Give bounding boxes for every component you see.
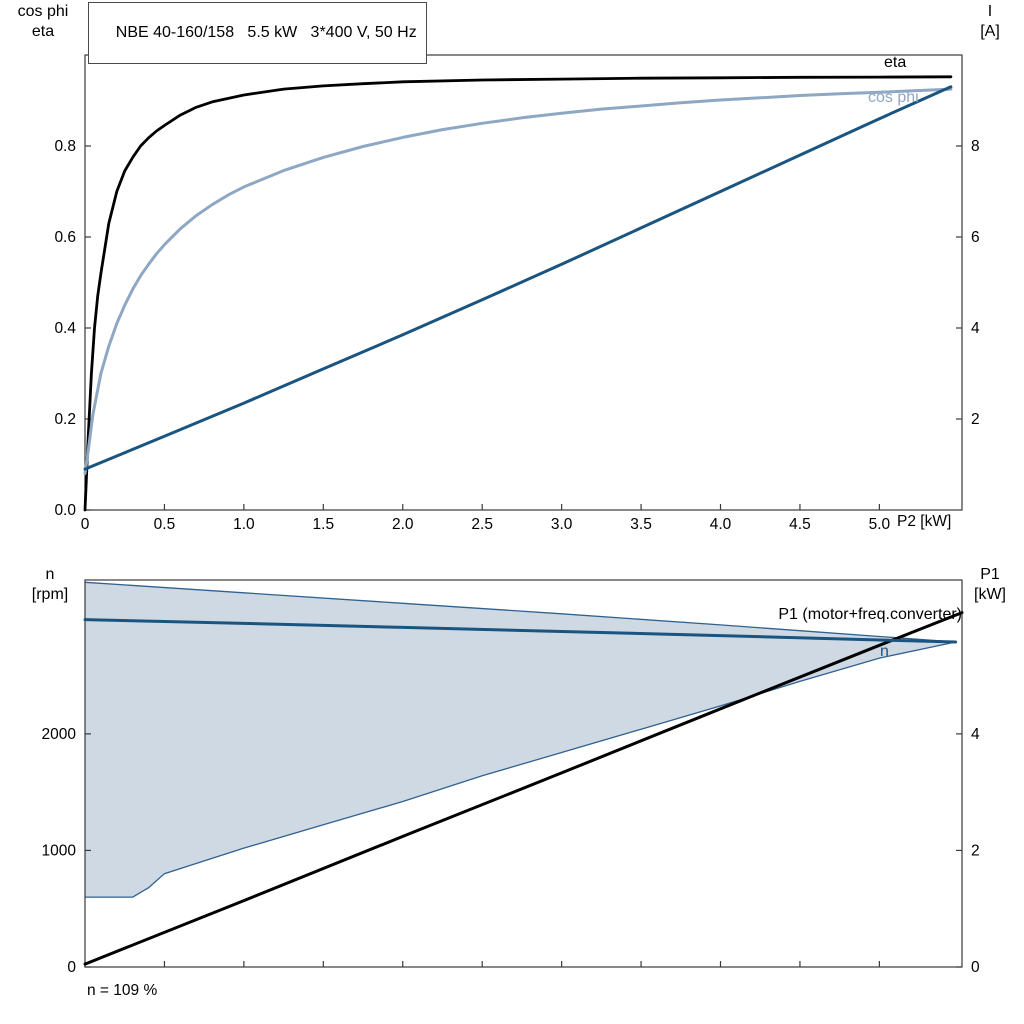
x-tick-label: 4.0 [710, 516, 732, 533]
axis-title-line: [rpm] [31, 586, 69, 603]
x-tick-label: 0 [81, 516, 90, 533]
left-tick-label: 0.8 [54, 138, 76, 155]
x-tick-label: 4.5 [789, 516, 811, 533]
cos-phi-curve-label: cos phi [868, 89, 919, 106]
top-left-axis-title: cos phi eta [4, 2, 82, 42]
speed-percent-note: n = 109 % [87, 982, 158, 999]
x-tick-label: 2.5 [471, 516, 493, 533]
x-tick-label: 3.5 [630, 516, 652, 533]
right-tick-label: 0 [971, 959, 980, 976]
right-tick-label: 2 [971, 842, 980, 859]
axis-title-line: [A] [980, 23, 1000, 40]
right-tick-label: 6 [971, 229, 980, 246]
axis-title-line: I [987, 3, 993, 20]
chart-title-box: NBE 40-160/158 5.5 kW 3*400 V, 50 Hz [88, 2, 427, 64]
axis-title-line: cos phi [17, 3, 69, 20]
top-right-axis-title: I [A] [960, 2, 1020, 42]
x-axis-label: P2 [kW] [897, 513, 952, 530]
series-eta-curve [83, 75, 953, 512]
axis-title-line: P1 [980, 566, 1000, 583]
left-tick-label: 0.2 [54, 411, 76, 428]
right-tick-label: 4 [971, 726, 980, 743]
x-tick-label: 5.0 [869, 516, 891, 533]
series-i-curve [83, 85, 953, 471]
eta-curve-label: eta [884, 54, 907, 71]
plot-frame [84, 54, 963, 511]
x-tick-label: 1.0 [233, 516, 255, 533]
chart-title: NBE 40-160/158 5.5 kW 3*400 V, 50 Hz [115, 24, 417, 41]
bottom-left-axis-title: n [rpm] [12, 565, 88, 605]
x-tick-label: 2.0 [392, 516, 414, 533]
axis-title-line: n [45, 566, 55, 583]
left-tick-label: 1000 [42, 842, 77, 859]
series-cos-phi-curve [83, 87, 953, 476]
left-tick-label: 0 [67, 959, 76, 976]
p1-curve-label: P1 (motor+freq.converter) [778, 606, 962, 623]
left-tick-label: 0.0 [54, 502, 76, 519]
n-curve-label: n [880, 643, 889, 660]
right-tick-label: 2 [971, 411, 980, 428]
x-tick-label: 0.5 [154, 516, 176, 533]
right-tick-label: 4 [971, 320, 980, 337]
x-tick-label: 1.5 [313, 516, 335, 533]
x-tick-label: 3.0 [551, 516, 573, 533]
band-fill [85, 582, 956, 898]
axis-title-line: [kW] [974, 586, 1006, 603]
band-lower-edge [85, 641, 956, 898]
axis-title-line: eta [31, 23, 55, 40]
left-tick-label: 2000 [42, 726, 77, 743]
series-n-curve [83, 618, 958, 644]
plot-frame [84, 579, 963, 968]
left-tick-label: 0.4 [54, 320, 76, 337]
left-tick-label: 0.6 [54, 229, 76, 246]
right-tick-label: 8 [971, 138, 980, 155]
bottom-right-axis-title: P1 [kW] [960, 565, 1020, 605]
band-upper-edge [84, 581, 956, 643]
series-p1-motor-freq-converter--curve [83, 611, 964, 966]
